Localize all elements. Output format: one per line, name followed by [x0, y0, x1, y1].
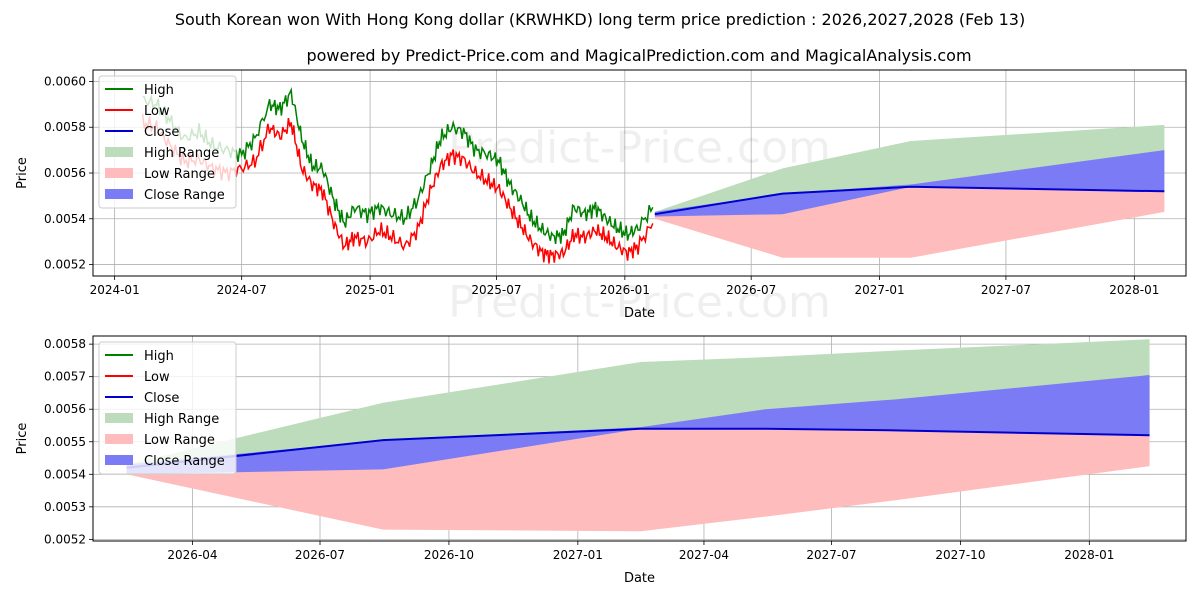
- x-tick-label: 2024-07: [217, 283, 267, 297]
- axes-frame: [92, 335, 1187, 542]
- legend: High Low Close High Range Low Range Close Ran…: [98, 75, 237, 209]
- y-axis-label: Price: [15, 423, 30, 455]
- legend: High Low Close High Range Low Range Close Ran…: [98, 341, 237, 475]
- legend-swatch: [105, 168, 133, 178]
- legend-swatch: [105, 413, 133, 423]
- y-tick-label: 0.0056: [44, 166, 86, 180]
- high-range-band: [654, 124, 1165, 215]
- axes-frame: [92, 69, 1187, 277]
- high-line: [142, 87, 654, 245]
- legend-label: High Range: [144, 412, 219, 427]
- x-tick-label: 2025-01: [345, 283, 395, 297]
- chart-subtitle: powered by Predict-Price.com and Magical…: [306, 46, 971, 65]
- close-range-band: [126, 375, 1150, 475]
- x-tick-label: 2027-07: [981, 283, 1031, 297]
- y-tick-label: 0.0053: [44, 500, 86, 514]
- legend-label: High: [144, 349, 174, 364]
- x-tick-label: 2025-07: [471, 283, 521, 297]
- x-axis-label: Date: [624, 306, 655, 321]
- bottom-panel: 2026-04 2026-07 2026-10 2027-01 2027-04 2027-…: [15, 335, 1187, 586]
- x-tick-label: 2026-07: [726, 283, 776, 297]
- plot-area: [126, 339, 1150, 532]
- x-tick-label: 2027-04: [679, 548, 729, 562]
- x-tick-label: 2027-10: [935, 548, 985, 562]
- close-line: [126, 427, 1150, 469]
- top-panel: 2024-01 2024-07 2025-01 2025-07 2026-01 2026-…: [15, 69, 1187, 328]
- y-tick-label: 0.0058: [44, 337, 86, 351]
- x-tick-label: 2027-07: [806, 548, 856, 562]
- legend-label: Close: [144, 125, 179, 140]
- x-tick-label: 2024-01: [90, 283, 140, 297]
- y-tick-label: 0.0054: [44, 467, 86, 481]
- close-range-band: [654, 150, 1165, 217]
- low-line: [141, 113, 654, 264]
- chart-title: South Korean won With Hong Kong dollar (…: [175, 10, 1025, 29]
- x-tick-label: 2028-01: [1064, 548, 1114, 562]
- watermark: Predict-Price.com: [448, 277, 831, 328]
- close-line: [654, 185, 1165, 216]
- x-tick-label: 2026-07: [295, 548, 345, 562]
- legend-label: Low Range: [144, 167, 215, 182]
- y-tick-label: 0.0060: [44, 74, 86, 88]
- x-tick-label: 2026-04: [167, 548, 217, 562]
- legend-label: Low: [144, 370, 170, 385]
- legend-label: Close Range: [144, 188, 225, 203]
- legend-label: Close: [144, 391, 179, 406]
- x-tick-label: 2028-01: [1109, 283, 1159, 297]
- y-tick-label: 0.0052: [44, 258, 86, 272]
- y-axis-label: Price: [15, 157, 30, 189]
- y-tick-label: 0.0056: [44, 402, 86, 416]
- plot-area: [141, 87, 1165, 264]
- y-tick-label: 0.0058: [44, 120, 86, 134]
- legend-swatch: [105, 147, 133, 157]
- legend-box: [98, 75, 237, 209]
- legend-label: Close Range: [144, 454, 225, 469]
- legend-label: High: [144, 83, 174, 98]
- legend-box: [98, 341, 237, 475]
- legend-swatch: [105, 434, 133, 444]
- y-tick-label: 0.0057: [44, 370, 86, 384]
- legend-label: Low Range: [144, 433, 215, 448]
- legend-swatch: [105, 455, 133, 465]
- x-axis-label: Date: [624, 571, 655, 586]
- y-tick-label: 0.0054: [44, 212, 86, 226]
- x-tick-label: 2026-10: [424, 548, 474, 562]
- watermark: Predict-Price.com: [448, 123, 831, 174]
- legend-label: Low: [144, 104, 170, 119]
- legend-swatch: [105, 189, 133, 199]
- x-tick-label: 2027-01: [553, 548, 603, 562]
- y-tick-label: 0.0055: [44, 435, 86, 449]
- high-range-band: [126, 339, 1150, 468]
- y-tick-label: 0.0052: [44, 532, 86, 546]
- x-tick-label: 2026-01: [600, 283, 650, 297]
- legend-label: High Range: [144, 146, 219, 161]
- x-tick-label: 2027-01: [855, 283, 905, 297]
